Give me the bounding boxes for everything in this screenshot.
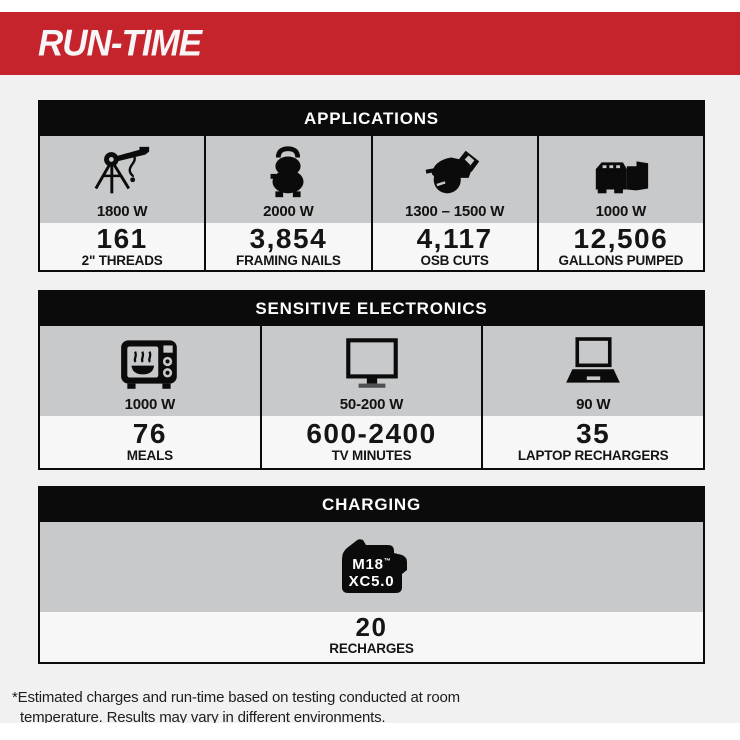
framing-nails-value: 3,854 <box>249 223 328 254</box>
laptop-rechargers-wattage: 90 W <box>576 396 611 413</box>
laptop-rechargers-value: 35 <box>576 418 611 449</box>
gallons-pumped-wattage: 1000 W <box>595 203 647 220</box>
applications-item-framing-nails: 2000 W 3,854 FRAMING NAILS <box>204 136 371 270</box>
infographic-body: APPLICATIONS <box>0 75 740 723</box>
runtime-banner: RUN-TIME <box>0 12 740 75</box>
applications-panel-title: APPLICATIONS <box>40 102 703 136</box>
charging-panel: CHARGING M18™ XC5.0 20 RECHARGES <box>38 486 705 664</box>
electronics-item-tv-minutes: 50-200 W 600-2400 TV MINUTES <box>259 326 482 468</box>
top-margin-strip <box>0 0 740 12</box>
meals-wattage: 1000 W <box>124 396 176 413</box>
page-title: RUN-TIME <box>38 22 202 64</box>
framing-nails-label: FRAMING NAILS <box>236 253 341 268</box>
laptop-rechargers-label: LAPTOP RECHARGERS <box>517 448 669 463</box>
pipe-threader-icon <box>91 136 153 203</box>
recharges-value: 20 <box>355 612 388 642</box>
bottom-margin-strip <box>0 723 740 740</box>
applications-item-threads: 1800 W 161 2" THREADS <box>40 136 205 270</box>
sensitive-electronics-panel: SENSITIVE ELECTRONICS <box>38 290 705 470</box>
air-compressor-icon <box>257 136 319 203</box>
m18-battery-icon: M18™ XC5.0 <box>326 535 418 601</box>
battery-label: M18™ XC5.0 <box>348 556 395 590</box>
laptop-icon <box>560 326 626 396</box>
tv-minutes-wattage: 50-200 W <box>339 396 404 413</box>
tv-minutes-value: 600-2400 <box>306 418 437 449</box>
osb-cuts-value: 4,117 <box>416 223 493 254</box>
osb-cuts-label: OSB CUTS <box>420 253 489 268</box>
circular-saw-icon <box>424 136 486 203</box>
applications-panel: APPLICATIONS <box>38 100 705 272</box>
framing-nails-wattage: 2000 W <box>263 203 314 220</box>
transfer-pump-icon <box>590 136 652 203</box>
disclaimer-footnote: *Estimated charges and run-time based on… <box>12 689 460 723</box>
microwave-icon <box>117 326 183 396</box>
tv-icon <box>339 326 405 396</box>
applications-item-gallons-pumped: 1000 W 12,506 GALLONS PUMPED <box>536 136 703 270</box>
gallons-pumped-value: 12,506 <box>573 223 669 254</box>
threads-value: 161 <box>96 223 148 254</box>
electronics-item-laptop-rechargers: 90 W 35 LAPTOP RECHARGERS <box>481 326 704 468</box>
tv-minutes-label: TV MINUTES <box>331 448 412 463</box>
meals-label: MEALS <box>126 448 173 463</box>
meals-value: 76 <box>132 418 167 449</box>
electronics-item-meals: 1000 W 76 MEALS <box>40 326 260 468</box>
charging-panel-title: CHARGING <box>40 488 703 522</box>
sensitive-electronics-panel-title: SENSITIVE ELECTRONICS <box>40 292 703 326</box>
gallons-pumped-label: GALLONS PUMPED <box>558 253 684 268</box>
threads-wattage: 1800 W <box>96 203 148 220</box>
recharges-label: RECHARGES <box>329 641 414 656</box>
threads-label: 2" THREADS <box>81 253 163 268</box>
osb-cuts-wattage: 1300 – 1500 W <box>405 203 505 220</box>
applications-item-osb-cuts: 1300 – 1500 W 4,117 OSB CUTS <box>370 136 537 270</box>
